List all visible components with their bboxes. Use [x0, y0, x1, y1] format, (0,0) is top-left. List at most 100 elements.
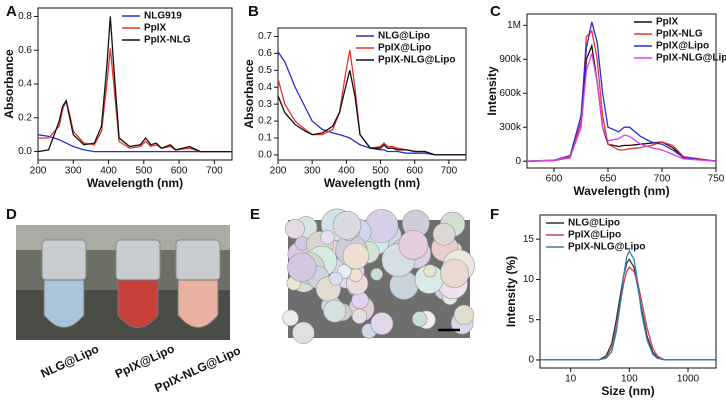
x-axis-label: Wavelength (nm) — [324, 176, 420, 190]
x-tick-label: 600 — [171, 166, 188, 177]
x-tick-label: 400 — [338, 166, 355, 177]
vesicle — [423, 264, 437, 278]
x-tick-label: 750 — [708, 174, 725, 185]
photo-d — [16, 225, 230, 340]
vesicle — [284, 218, 305, 239]
vesicle — [287, 252, 317, 282]
plot-frame — [277, 27, 467, 161]
data-line — [37, 134, 232, 153]
y-tick-label: 5 — [528, 314, 534, 325]
y-tick-label: 10 — [523, 274, 535, 285]
x-tick-label: 500 — [372, 166, 389, 177]
x-axis-label: Size (nm) — [601, 384, 654, 398]
vesicle — [370, 267, 384, 281]
legend-label: PpIX — [656, 17, 679, 28]
x-tick-label: 200 — [30, 166, 47, 177]
vesicle — [342, 242, 370, 270]
legend-label: PpIX@Lipo — [378, 43, 431, 54]
vesicle — [398, 230, 429, 260]
y-axis-label: Absorbance — [242, 59, 256, 129]
panel-letter: C — [490, 3, 501, 20]
y-tick-label: 600k — [499, 88, 522, 99]
x-tick-label: 600 — [546, 174, 563, 185]
data-line — [277, 51, 466, 156]
x-tick-label: 400 — [100, 166, 117, 177]
y-tick-label: 1M — [507, 20, 521, 31]
legend-label: NLG@Lipo — [378, 31, 430, 42]
data-line — [540, 266, 716, 361]
x-tick-label: 300 — [65, 166, 82, 177]
y-tick-label: 0.0 — [18, 146, 32, 157]
data-line — [277, 49, 466, 156]
legend-label: NLG919 — [144, 11, 182, 22]
data-line — [526, 53, 717, 162]
plot-frame — [526, 13, 717, 169]
vesicle — [411, 311, 428, 327]
vesicle — [370, 312, 394, 335]
legend-label: PpIX@Lipo — [568, 230, 621, 241]
panel-letter: F — [490, 206, 499, 223]
x-tick-label: 700 — [441, 166, 458, 177]
panel-letter: D — [6, 206, 17, 223]
x-tick-label: 10 — [565, 374, 577, 385]
y-tick-label: 0.4 — [258, 82, 272, 93]
vesicle — [282, 309, 299, 327]
x-tick-label: 300 — [304, 166, 321, 177]
y-tick-label: 15 — [523, 234, 535, 245]
y-axis-label: Intensity — [485, 66, 499, 116]
vesicle — [439, 258, 470, 288]
legend-label: PpIX-NLG@Lipo — [568, 242, 646, 253]
x-tick-label: 500 — [135, 166, 152, 177]
vesicle — [328, 271, 343, 286]
x-tick-label: 700 — [654, 174, 671, 185]
y-tick-label: 0.1 — [258, 133, 272, 144]
vesicle — [320, 230, 335, 245]
y-tick-label: 0.2 — [18, 112, 32, 123]
y-tick-label: 0.0 — [258, 150, 272, 161]
plot-frame — [37, 7, 233, 161]
panel-letter: E — [250, 206, 260, 223]
y-tick-label: 0.3 — [258, 99, 272, 110]
legend-label: PpIX-NLG — [144, 35, 191, 46]
legend-label: PpIX-NLG — [656, 29, 703, 40]
y-tick-label: 0.7 — [258, 31, 272, 42]
vesicle — [351, 308, 368, 324]
legend-label: PpIX — [144, 23, 167, 34]
vesicle — [323, 299, 347, 323]
y-tick-label: 0.6 — [18, 45, 32, 56]
data-line — [277, 70, 466, 156]
sem-image — [282, 208, 475, 345]
y-tick-label: 0.5 — [258, 65, 272, 76]
x-axis-label: Wavelength (nm) — [573, 184, 669, 198]
tube-label: NLG@Lipo — [38, 342, 100, 381]
y-axis-label: Absorbance — [2, 49, 16, 119]
data-line — [38, 48, 232, 153]
x-axis-label: Wavelength (nm) — [87, 176, 183, 190]
x-tick-label: 200 — [270, 166, 287, 177]
vesicle — [292, 321, 315, 345]
vesicle — [332, 211, 362, 240]
data-line — [526, 29, 717, 162]
y-tick-label: 900k — [499, 54, 522, 65]
y-tick-label: 0.6 — [258, 48, 272, 59]
data-line — [540, 258, 716, 361]
y-tick-label: 300k — [499, 122, 522, 133]
panel-letter: A — [6, 3, 17, 20]
vesicle — [432, 222, 456, 246]
plot-frame — [539, 214, 717, 369]
y-axis-label: Intensity (%) — [504, 256, 518, 327]
y-tick-label: 0.4 — [18, 79, 32, 90]
y-tick-label: 0.8 — [18, 11, 32, 22]
y-tick-label: 0 — [515, 156, 521, 167]
x-tick-label: 1000 — [677, 374, 700, 385]
data-line — [37, 16, 232, 153]
panel-letter: B — [248, 3, 259, 20]
x-tick-label: 700 — [206, 166, 223, 177]
y-tick-label: 0.2 — [258, 116, 272, 127]
legend-label: PpIX-NLG@Lipo — [378, 55, 456, 66]
data-line — [540, 249, 716, 361]
legend-label: PpIX-NLG@Lipo — [656, 53, 726, 64]
data-line — [526, 21, 717, 162]
